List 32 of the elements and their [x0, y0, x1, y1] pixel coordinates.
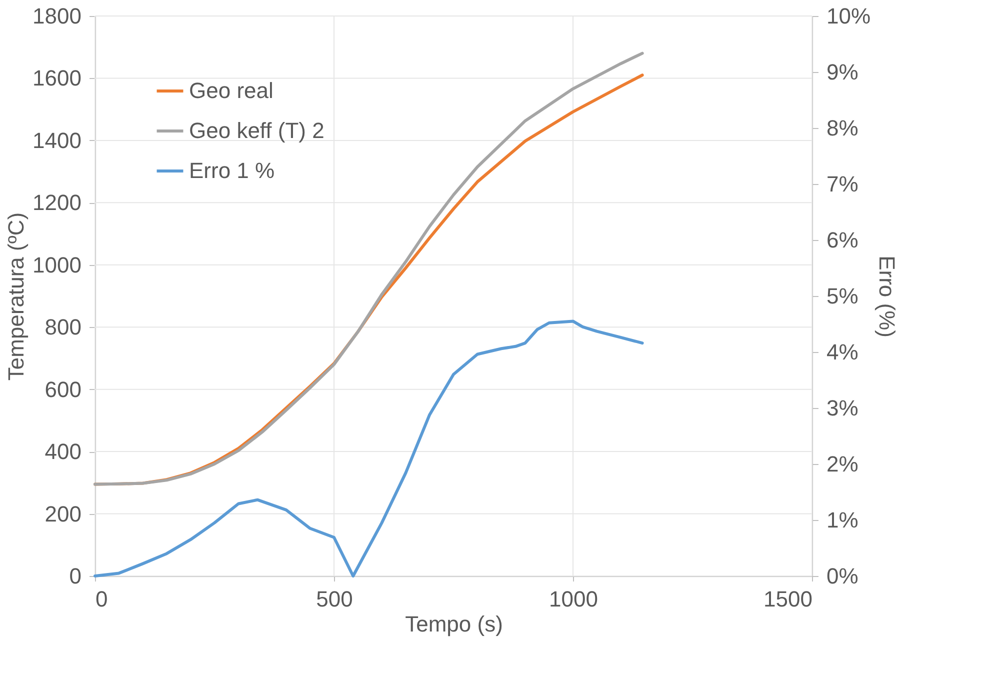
x-tick-label: 1000	[549, 586, 598, 612]
y-tick-label: 1800	[32, 4, 82, 28]
y2-tick-label: 0%	[826, 564, 858, 588]
y2-tick-label: 1%	[826, 508, 858, 532]
y-tick-label: 800	[44, 314, 82, 340]
x-tick-label: 1500	[764, 586, 812, 612]
legend-label: Erro 1 %	[189, 158, 275, 183]
y-tick-label: 1000	[32, 252, 82, 278]
y-tick-label: 400	[44, 439, 82, 464]
y-tick-label: 600	[44, 376, 82, 402]
legend-label: Geo keff (T) 2	[189, 118, 324, 143]
y2-tick-label: 9%	[826, 60, 858, 84]
y2-tick-label: 4%	[826, 340, 858, 364]
y-tick-label: 0	[69, 564, 82, 588]
y-tick-label: 1600	[32, 66, 82, 91]
y-axis-title: Temperatura (ºC)	[4, 212, 29, 381]
y2-tick-label: 3%	[826, 396, 858, 420]
y-tick-label: 1200	[32, 190, 82, 216]
y2-tick-label: 5%	[826, 284, 858, 308]
x-axis-title: Tempo (s)	[405, 612, 503, 636]
y2-tick-label: 8%	[826, 116, 858, 140]
legend-label: Geo real	[189, 78, 274, 103]
x-tick-label: 0	[96, 586, 108, 612]
y2-tick-label: 2%	[826, 452, 858, 476]
x-tick-label: 500	[316, 586, 353, 612]
y-tick-label: 200	[44, 501, 82, 526]
y2-tick-label: 6%	[826, 228, 858, 252]
y2-axis-title: Erro (%)	[874, 256, 900, 338]
y2-tick-label: 10%	[826, 4, 871, 28]
y2-tick-label: 7%	[826, 172, 858, 196]
line-series	[94, 320, 644, 578]
y-tick-label: 1400	[32, 128, 82, 153]
